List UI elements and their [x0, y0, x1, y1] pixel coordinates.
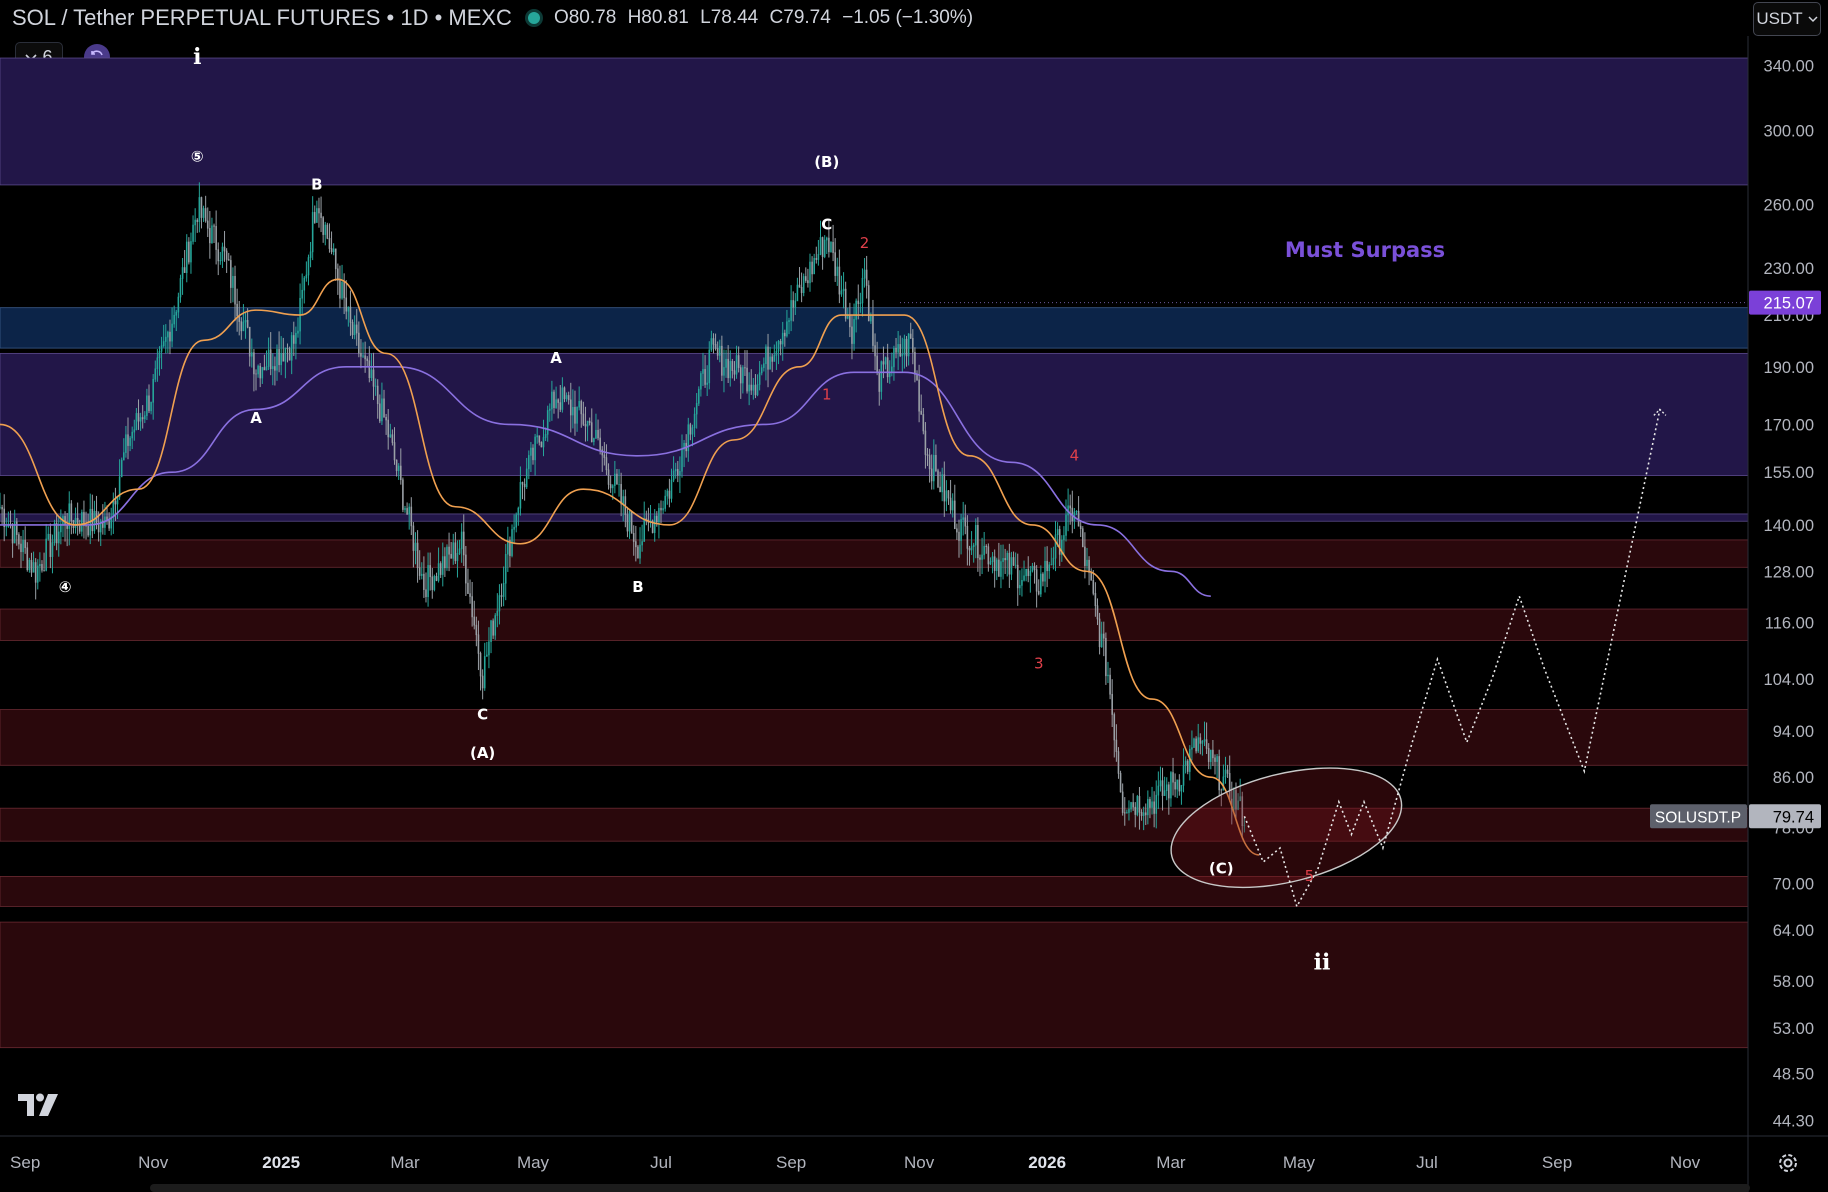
wave-label: (C) [1209, 860, 1234, 878]
ohlc-change: −1.05 (−1.30%) [842, 7, 974, 28]
symbol-price-tag-label: SOLUSDT.P [1655, 809, 1741, 826]
symbol-title[interactable]: SOL / Tether PERPETUAL FUTURES • 1D • ME… [12, 5, 512, 30]
zone-red-8 [0, 875, 1749, 907]
currency-selector[interactable]: USDT [1753, 2, 1821, 36]
zone-red-9 [0, 921, 1749, 1049]
ohlc-open: O80.78 [553, 7, 617, 28]
wave-label: 4 [1070, 446, 1080, 464]
wave-label: C [821, 215, 832, 233]
gear-icon[interactable] [1775, 1150, 1801, 1176]
indicator-count: 6 [42, 46, 53, 67]
ohlc-high: H80.81 [627, 7, 689, 28]
time-tick-label: Jul [1416, 1153, 1438, 1172]
wave-label: ④ [59, 578, 72, 596]
time-tick-label: Sep [776, 1153, 806, 1172]
wave-label: ii [1314, 950, 1331, 976]
projection-arrowhead [1653, 408, 1667, 416]
current-price-tag [1749, 804, 1821, 829]
price-tick-label: 170.00 [1764, 416, 1814, 434]
price-tick-label: 44.30 [1773, 1113, 1814, 1131]
time-tick-label: Mar [1156, 1153, 1186, 1172]
wave-label: B [632, 578, 643, 596]
target-ellipse [1170, 767, 1403, 889]
ma-slow-line [0, 366, 1211, 597]
wave-label: C [477, 705, 488, 723]
price-tick-label: 116.00 [1765, 614, 1814, 632]
projection-layer [1170, 408, 1667, 909]
must-surpass-note: Must Surpass [1285, 238, 1445, 262]
zone-purple-3 [0, 513, 1749, 522]
zone-purple-0 [0, 57, 1749, 186]
wave-label: A [250, 409, 262, 427]
price-tick-label: 64.00 [1773, 922, 1814, 940]
wave-label: B [311, 175, 322, 193]
price-tick-label: 230.00 [1764, 260, 1814, 278]
ohlc-values: O80.78 H80.81 L78.44 C79.74 −1.05 (−1.30… [554, 7, 979, 29]
time-tick-label: May [517, 1153, 550, 1172]
symbol-legend[interactable]: SOL / Tether PERPETUAL FUTURES • 1D • ME… [12, 5, 979, 31]
level-price-value: 215.07 [1764, 295, 1814, 313]
ohlc-low: L78.44 [700, 7, 759, 28]
time-tick-label: Sep [10, 1153, 40, 1172]
zone-blue-1 [0, 307, 1749, 349]
price-tick-label: 140.00 [1764, 517, 1814, 535]
wave-labels-layer: i ⑤ B A ④ C (A) A B (B) C 2 1 3 4 (C) 5 ii Must Surpass [59, 44, 1445, 976]
price-tick-label: 300.00 [1764, 122, 1814, 140]
wave-label: (B) [814, 153, 839, 171]
time-tick-label: Nov [1670, 1153, 1701, 1172]
ohlc-close: C79.74 [769, 7, 831, 28]
wave-label: 5 [1305, 867, 1315, 885]
price-tick-label: 260.00 [1764, 196, 1814, 214]
wave-label: 1 [822, 385, 832, 403]
chevron-down-icon [1808, 16, 1818, 23]
time-tick-label: Mar [390, 1153, 420, 1172]
price-tick-label: 70.00 [1773, 876, 1814, 894]
currency-label: USDT [1756, 9, 1803, 28]
price-tick-label: 53.00 [1773, 1020, 1814, 1038]
price-tick-label: 155.00 [1764, 464, 1814, 482]
time-tick-label: May [1283, 1153, 1316, 1172]
price-axis[interactable]: 340.00300.00260.00230.00210.00190.00170.… [1650, 58, 1821, 1131]
price-tick-label: 128.00 [1764, 563, 1814, 581]
price-tick-label: 48.50 [1773, 1066, 1814, 1084]
zone-red-5 [0, 608, 1749, 641]
price-tick-label: 58.00 [1773, 973, 1814, 991]
current-price-value: 79.74 [1773, 808, 1814, 826]
wave-label: 2 [860, 234, 870, 252]
zone-red-4 [0, 539, 1749, 568]
wave-label: A [550, 349, 562, 367]
time-tick-label: 2025 [262, 1153, 300, 1172]
time-tick-label: Jul [650, 1153, 672, 1172]
price-tick-label: 94.00 [1773, 723, 1814, 741]
ma-fast-line [0, 278, 1260, 856]
price-tick-label: 340.00 [1764, 58, 1814, 76]
wave-label: (A) [470, 744, 495, 762]
wave-label: i [193, 44, 201, 70]
wave-label: 3 [1034, 655, 1044, 673]
time-tick-label: Nov [138, 1153, 169, 1172]
time-tick-label: Sep [1542, 1153, 1572, 1172]
axis-separators [0, 36, 1828, 1192]
zone-red-7 [0, 807, 1749, 842]
time-tick-label: Nov [904, 1153, 935, 1172]
price-tick-label: 190.00 [1764, 359, 1814, 377]
wave-label: ⑤ [191, 147, 204, 165]
zones-layer [0, 57, 1749, 1049]
price-tick-label: 86.00 [1773, 769, 1814, 787]
level-price-tag [1749, 290, 1821, 315]
time-tick-label: 2026 [1028, 1153, 1066, 1172]
price-tick-label: 104.00 [1764, 671, 1814, 689]
time-axis[interactable]: Sep Nov 2025 Mar May Jul Sep Nov 2026 Mar May Jul Se… [10, 1153, 1701, 1172]
time-scrollbar[interactable] [150, 1184, 1750, 1192]
symbol-price-tag [1650, 804, 1747, 829]
market-status-dot [527, 12, 540, 24]
projection-path [1243, 409, 1661, 909]
zone-red-6 [0, 709, 1749, 766]
chart-header: SOL / Tether PERPETUAL FUTURES • 1D • ME… [0, 0, 1828, 36]
tradingview-logo-icon[interactable] [18, 1092, 66, 1118]
moving-averages-layer [0, 278, 1260, 856]
